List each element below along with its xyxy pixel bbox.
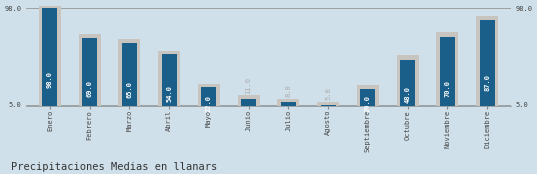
Bar <box>476 15 498 110</box>
Bar <box>79 34 100 110</box>
Bar <box>278 98 299 110</box>
Bar <box>437 32 458 110</box>
Text: 65.0: 65.0 <box>126 81 133 98</box>
Text: 87.0: 87.0 <box>484 74 490 91</box>
Bar <box>360 89 375 110</box>
Text: 20.0: 20.0 <box>365 95 371 112</box>
Bar <box>122 42 137 110</box>
Bar <box>397 55 418 110</box>
Bar <box>317 102 339 110</box>
Bar <box>82 38 97 110</box>
Bar <box>281 102 296 110</box>
Text: 11.0: 11.0 <box>245 77 252 94</box>
Bar <box>321 105 336 110</box>
Text: 69.0: 69.0 <box>86 80 92 97</box>
Bar <box>198 84 220 110</box>
Bar <box>119 39 140 110</box>
Bar <box>42 8 57 110</box>
Text: 5.0: 5.0 <box>325 87 331 100</box>
Text: Precipitaciones Medias en llanars: Precipitaciones Medias en llanars <box>11 162 217 172</box>
Bar <box>357 85 379 110</box>
Bar <box>440 37 455 110</box>
Bar <box>238 95 259 110</box>
Text: 48.0: 48.0 <box>404 86 411 104</box>
Bar <box>162 54 177 110</box>
Bar <box>241 98 256 110</box>
Text: 8.0: 8.0 <box>285 84 292 97</box>
Bar <box>400 60 415 110</box>
Text: 70.0: 70.0 <box>445 80 451 97</box>
Text: 22.0: 22.0 <box>206 95 212 112</box>
Bar <box>158 51 180 110</box>
Text: 54.0: 54.0 <box>166 85 172 102</box>
Text: 98.0: 98.0 <box>47 71 53 88</box>
Bar <box>480 20 495 110</box>
Bar <box>39 6 61 110</box>
Bar <box>201 87 216 110</box>
